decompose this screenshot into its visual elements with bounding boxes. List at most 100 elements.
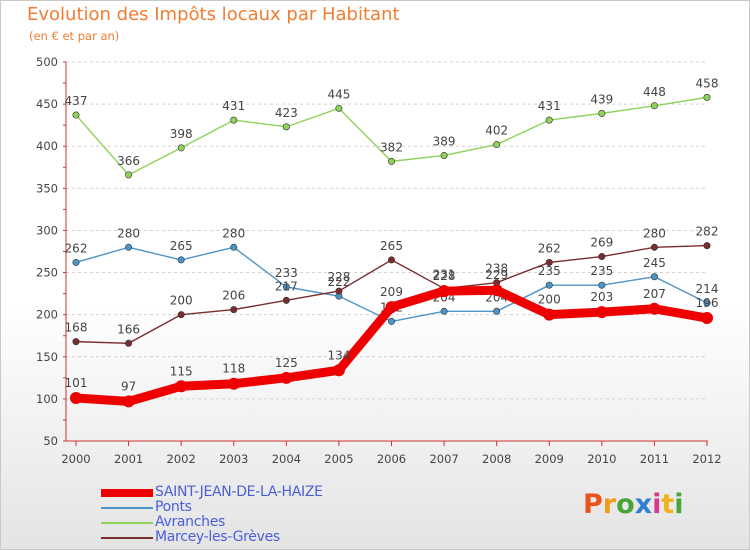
data-point [490,284,503,297]
x-tick-label: 2011 [640,452,669,466]
x-tick-label: 2000 [61,452,90,466]
x-tick-label: 2002 [167,452,196,466]
data-label: 382 [380,140,403,154]
data-label: 448 [643,85,666,99]
x-tick-label: 2008 [482,452,511,466]
proxiti-logo: Proxiti [583,489,684,520]
legend-swatch [101,489,153,497]
data-point [282,296,290,304]
data-label: 280 [222,226,245,240]
y-tick-label: 500 [36,55,58,69]
data-label: 115 [170,364,193,378]
data-label: 203 [590,290,613,304]
y-tick-label: 450 [36,97,58,111]
data-label: 168 [65,321,88,335]
legend-label: SAINT-JEAN-DE-LA-HAIZE [155,484,323,500]
y-tick-label: 150 [36,350,58,364]
logo-letter: i [674,489,684,520]
data-label: 222 [327,275,350,289]
data-label: 265 [170,239,193,253]
data-label: 118 [222,362,245,376]
data-label: 228 [433,269,456,283]
data-label: 217 [275,279,298,293]
data-label: 280 [117,226,140,240]
data-point [493,141,501,149]
data-label: 235 [590,264,613,278]
data-point [177,144,185,152]
data-label: 280 [643,226,666,240]
data-label: 238 [485,262,508,276]
logo-letter: x [634,489,653,520]
data-point [282,123,290,131]
legend-swatch [101,522,153,524]
data-point [332,364,345,377]
data-label: 398 [170,127,193,141]
x-tick-label: 2007 [429,452,458,466]
data-point [385,301,398,314]
data-label: 125 [275,356,298,370]
legend-label: Avranches [155,514,226,530]
data-label: 207 [643,287,666,301]
logo-letter: t [661,489,675,520]
data-label: 431 [222,99,245,113]
data-label: 97 [121,379,136,393]
data-point [175,380,188,393]
x-tick-label: 2010 [587,452,616,466]
data-point [177,311,185,319]
y-tick-label: 250 [36,266,58,280]
data-label: 206 [222,289,245,303]
data-point [280,371,293,384]
x-tick-label: 2012 [692,452,721,466]
x-tick-label: 2003 [219,452,248,466]
data-label: 200 [170,294,193,308]
y-tick-label: 50 [43,434,58,448]
x-tick-label: 2005 [324,452,353,466]
data-point [598,109,606,117]
data-point [282,283,290,291]
data-point [72,338,80,346]
x-tick-label: 2004 [272,452,301,466]
y-tick-label: 350 [36,181,58,195]
x-tick-label: 2009 [535,452,564,466]
data-point [703,242,711,250]
data-label: 389 [433,134,456,148]
data-label: 235 [538,264,561,278]
data-point [387,317,395,325]
y-tick-label: 100 [36,392,58,406]
data-point [125,243,133,251]
data-point [595,306,608,319]
legend-swatch [101,537,153,539]
data-point [227,377,240,390]
data-point [703,93,711,101]
legend-label: Marcey-les-Grèves [155,529,280,545]
data-point [440,151,448,159]
data-label: 231 [433,268,456,282]
data-label: 423 [275,106,298,120]
data-point [387,256,395,264]
data-point [122,395,135,408]
data-label: 245 [643,256,666,270]
data-label: 402 [485,124,508,138]
data-label: 101 [65,376,88,390]
data-point [703,299,711,307]
data-point [545,258,553,266]
data-label: 196 [696,296,719,310]
data-label: 366 [117,154,140,168]
data-point [545,116,553,124]
data-label: 166 [117,322,140,336]
data-point [230,243,238,251]
data-point [125,339,133,347]
data-label: 214 [696,282,719,296]
data-label: 437 [65,94,88,108]
data-label: 134 [327,348,350,362]
chart-title: Evolution des Impôts locaux par Habitant [27,4,400,25]
y-tick-label: 400 [36,139,58,153]
data-point [598,253,606,261]
data-point [438,285,451,298]
data-point [493,307,501,315]
x-tick-label: 2001 [114,452,143,466]
y-tick-label: 300 [36,223,58,237]
data-point [72,258,80,266]
data-point [230,306,238,314]
